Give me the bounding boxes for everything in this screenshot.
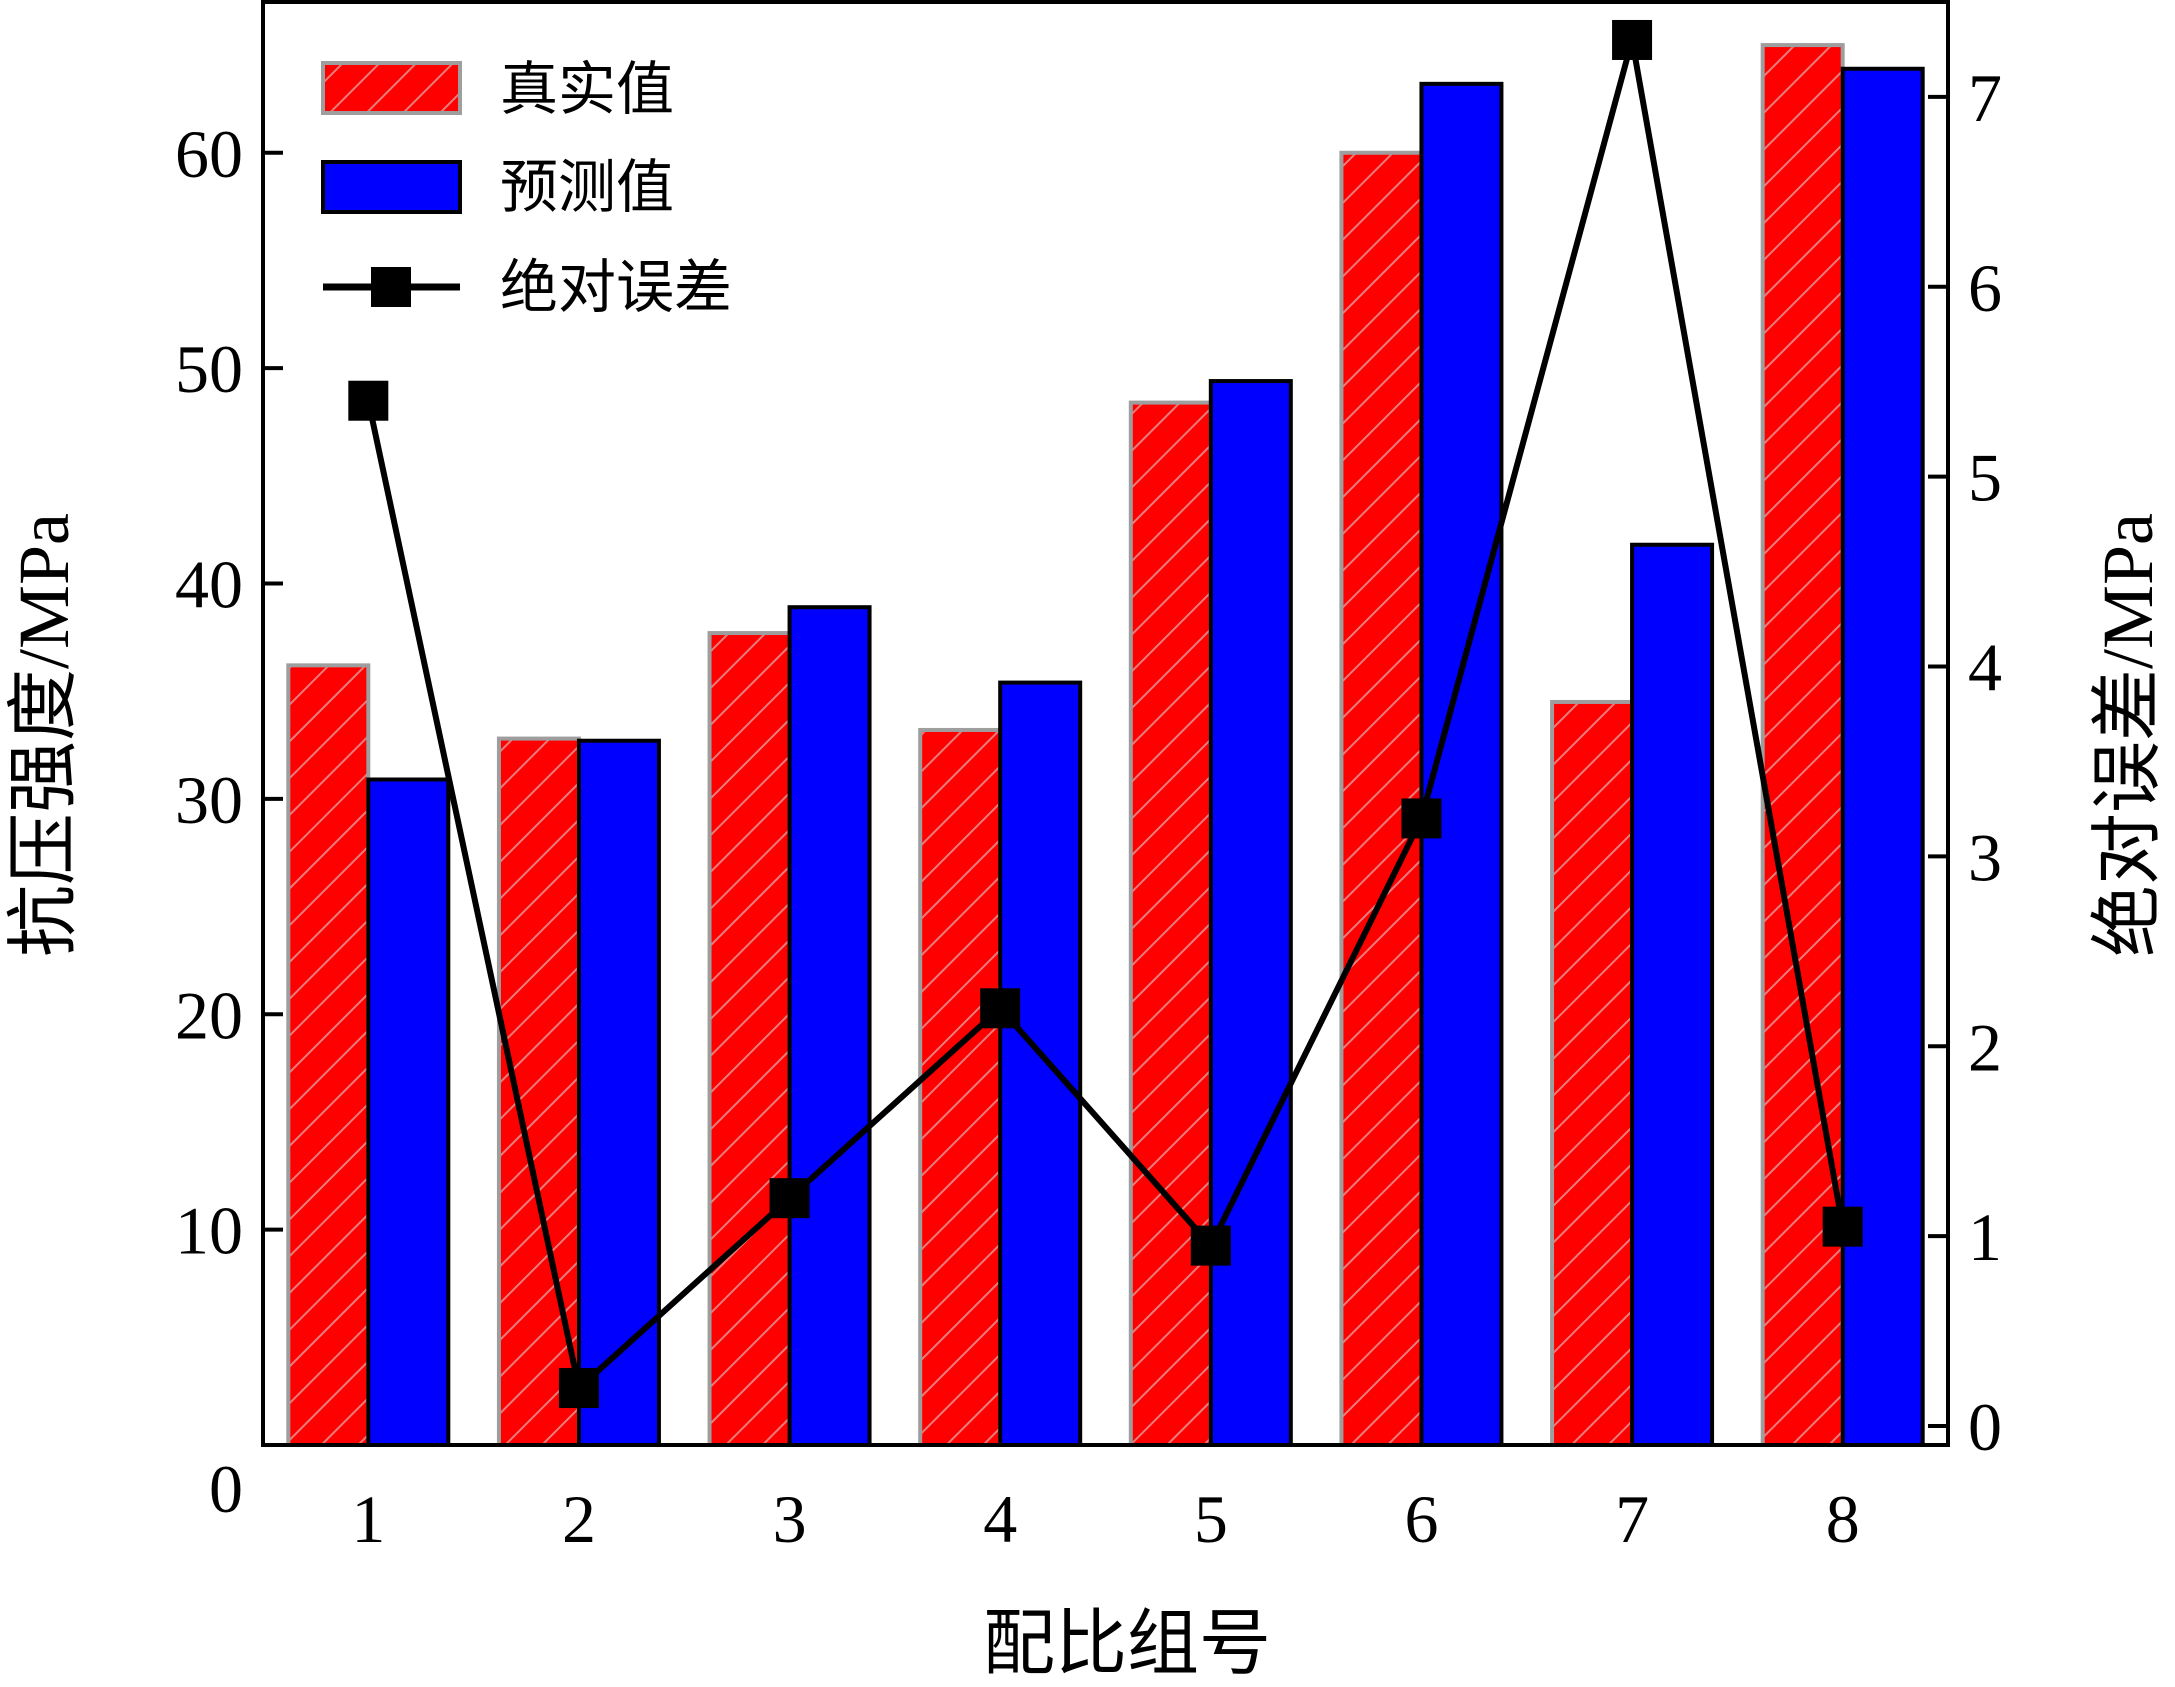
absolute-error-marker <box>1401 798 1442 839</box>
legend-label-predicted-value: 预测值 <box>500 155 674 220</box>
absolute-error-line <box>365 39 1846 1394</box>
legend-label-true-value: 真实值 <box>500 57 674 122</box>
bar-predicted-value <box>1208 379 1293 1447</box>
legend-swatch-predicted-value <box>321 160 462 214</box>
y2-tick-label: 7 <box>1968 60 2002 136</box>
bar-predicted-value <box>366 777 451 1447</box>
absolute-error-marker <box>1612 19 1653 60</box>
x-tick-label: 2 <box>562 1481 596 1557</box>
x-tick-label: 6 <box>1404 1481 1438 1557</box>
legend: 真实值 预测值 绝对误差 <box>321 57 732 320</box>
y-tick-label: 10 <box>175 1193 243 1269</box>
x-tick-label: 5 <box>1194 1481 1228 1557</box>
bar-true-value <box>1550 699 1635 1447</box>
y-tick-label: 40 <box>175 547 243 623</box>
bar-predicted-value <box>1630 542 1715 1447</box>
y-tick-label: 20 <box>175 977 243 1053</box>
y2-tick-label: 1 <box>1968 1199 2002 1275</box>
y2-axis-title: 绝对误差/MPa <box>2088 513 2168 957</box>
y-tick-label: 50 <box>175 331 243 407</box>
bar-true-value <box>286 663 371 1447</box>
x-tick-label: 7 <box>1615 1481 1649 1557</box>
bars-layer <box>286 43 1925 1448</box>
x-tick-label: 8 <box>1826 1481 1860 1557</box>
legend-label-absolute-error: 绝对误差 <box>500 255 732 320</box>
y2-tick-label: 5 <box>1968 440 2002 516</box>
plot-frame <box>261 0 1950 1447</box>
bar-predicted-value <box>998 680 1083 1447</box>
y2-tick-label: 2 <box>1968 1009 2002 1085</box>
bar-true-value <box>1128 400 1213 1448</box>
x-tick-label: 4 <box>983 1481 1017 1557</box>
x-tick-label: 3 <box>773 1481 807 1557</box>
legend-swatch-true-value <box>321 61 462 115</box>
y-tick-label: 60 <box>175 116 243 192</box>
axes-layer: 0 10 20 30 40 50 60 0 1 2 3 4 5 6 7 1 2 3 4 5 6 7 8 <box>175 60 2002 1557</box>
y2-tick-label: 3 <box>1968 819 2002 895</box>
x-tick-label: 1 <box>351 1481 385 1557</box>
error-line-layer <box>348 19 1863 1409</box>
absolute-error-marker <box>1822 1206 1863 1247</box>
y2-tick-label: 0 <box>1968 1389 2002 1465</box>
y2-tick-label: 4 <box>1968 630 2002 706</box>
bar-true-value <box>707 631 792 1447</box>
legend-marker-absolute-error <box>371 267 411 307</box>
bar-predicted-value <box>576 738 661 1447</box>
absolute-error-marker <box>769 1178 810 1219</box>
y2-tick-label: 6 <box>1968 250 2002 326</box>
absolute-error-marker <box>980 988 1021 1029</box>
y-tick-label: 0 <box>209 1451 243 1527</box>
x-axis-title: 配比组号 <box>983 1604 1271 1684</box>
bar-predicted-value <box>787 605 872 1447</box>
y-tick-label: 30 <box>175 762 243 838</box>
absolute-error-marker <box>348 380 389 421</box>
absolute-error-marker <box>558 1368 599 1409</box>
y-axis-title: 抗压强度/MPa <box>4 513 84 957</box>
absolute-error-marker <box>1190 1225 1231 1266</box>
bar-true-value <box>918 727 1003 1447</box>
